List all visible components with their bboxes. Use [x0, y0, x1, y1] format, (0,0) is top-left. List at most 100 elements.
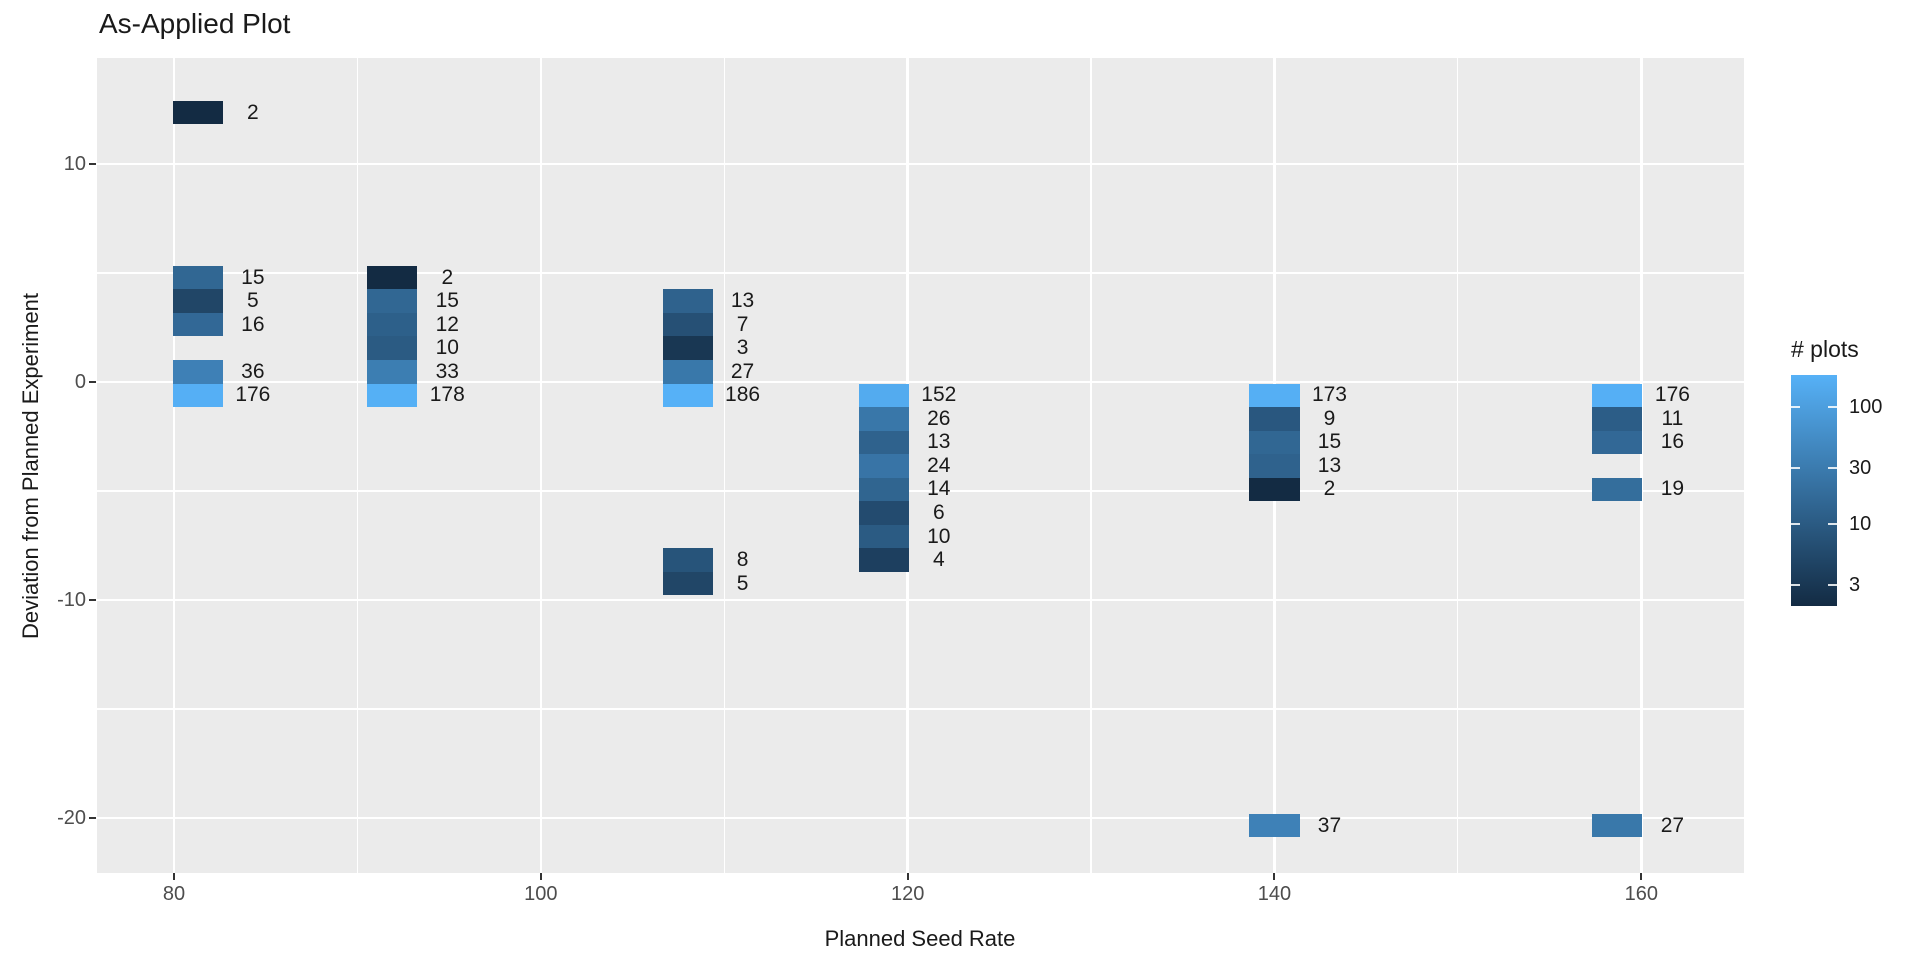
plot-panel: 2 15 5 16 36 176 2 15 12 10 33 178 13 7 3 27 186 8 5 152 26 1…	[97, 58, 1744, 873]
x-tick-label: 100	[524, 883, 558, 905]
x-tick-mark	[173, 873, 176, 880]
legend-gradient-bar	[1791, 375, 1837, 606]
heatmap-tile	[662, 359, 713, 384]
tile-count-label: 37	[1317, 813, 1342, 837]
tile-count-label: 16	[1660, 430, 1685, 454]
x-tick-label: 160	[1624, 883, 1658, 905]
tile-count-label: 9	[1323, 406, 1336, 430]
tile-count-label: 14	[927, 477, 951, 501]
y-tick-label: -20	[57, 807, 86, 830]
heatmap-tile	[367, 383, 418, 408]
legend-tick-label: 10	[1849, 512, 1872, 535]
tile-count-label: 36	[241, 359, 265, 383]
tile-count-label: 173	[1311, 383, 1347, 407]
heatmap-tile	[662, 548, 713, 572]
heatmap-tile	[858, 454, 909, 478]
tile-count-label: 12	[435, 312, 459, 336]
tile-count-label: 6	[932, 501, 945, 525]
tile-count-label: 176	[1654, 383, 1690, 407]
y-axis-title: Deviation from Planned Experiment	[18, 292, 43, 640]
legend-tick-label: 30	[1849, 456, 1872, 479]
heatmap-tile	[662, 571, 713, 596]
heatmap-tile	[662, 312, 713, 337]
tile-count-label: 10	[927, 524, 951, 548]
legend-tick-right	[1828, 466, 1837, 469]
heatmap-tile	[367, 312, 418, 337]
x-major-gridline	[172, 58, 176, 873]
tile-count-label: 16	[241, 312, 265, 336]
heatmap-tile	[367, 265, 418, 290]
legend-tick-left	[1791, 522, 1800, 525]
tile-count-label: 26	[927, 406, 951, 430]
heatmap-tile	[1592, 477, 1643, 502]
heatmap-tile	[1249, 383, 1300, 408]
tile-count-label: 4	[932, 548, 945, 572]
y-major-gridline	[97, 598, 1744, 602]
heatmap-tile	[858, 548, 909, 572]
heatmap-tile	[662, 336, 713, 360]
legend-tick-right	[1828, 584, 1837, 587]
heatmap-tile	[172, 100, 223, 125]
heatmap-tile	[1249, 454, 1300, 478]
heatmap-tile	[172, 312, 223, 337]
x-tick-label: 80	[162, 883, 186, 905]
x-minor-gridline	[1090, 58, 1092, 873]
tile-count-label: 152	[921, 383, 957, 407]
heatmap-tile	[1592, 407, 1643, 431]
heatmap-tile	[1249, 813, 1300, 838]
tile-count-label: 2	[441, 265, 454, 289]
heatmap-tile	[172, 289, 223, 313]
heatmap-tile	[858, 430, 909, 455]
x-tick-label: 120	[890, 883, 925, 905]
heatmap-tile	[1592, 430, 1643, 455]
tile-count-label: 5	[247, 289, 259, 313]
tile-count-label: 5	[736, 571, 749, 595]
heatmap-tile	[367, 289, 418, 313]
x-minor-gridline	[356, 58, 359, 873]
legend-tick-left	[1791, 466, 1800, 469]
tile-count-label: 15	[1317, 430, 1342, 454]
x-tick-label: 140	[1257, 883, 1292, 905]
tile-count-label: 13	[1317, 453, 1342, 477]
x-tick-mark	[906, 873, 909, 880]
tile-count-label: 15	[241, 265, 265, 289]
x-minor-gridline	[1457, 58, 1459, 873]
y-minor-gridline	[97, 272, 1744, 274]
tile-count-label: 8	[736, 548, 749, 572]
legend-tick-right	[1828, 405, 1837, 408]
heatmap-tile	[662, 289, 713, 313]
colorbar-legend: # plots 100 30 10 3	[1791, 336, 1916, 636]
heatmap-tile	[858, 407, 909, 431]
tile-count-label: 3	[736, 336, 749, 360]
y-tick-mark	[89, 380, 96, 383]
legend-tick-label: 3	[1849, 574, 1861, 597]
tile-count-label: 7	[736, 312, 749, 336]
y-tick-mark	[89, 162, 96, 165]
tile-count-label: 10	[435, 336, 459, 360]
x-tick-mark	[1273, 873, 1276, 880]
heatmap-tile	[1592, 383, 1643, 408]
x-tick-mark	[539, 873, 542, 880]
heatmap-tile	[1249, 477, 1300, 502]
tile-count-label: 2	[1323, 477, 1336, 501]
tile-count-label: 176	[235, 383, 271, 407]
heatmap-tile	[1249, 407, 1300, 431]
legend-title: # plots	[1791, 336, 1859, 362]
y-tick-label: 10	[63, 152, 86, 175]
heatmap-tile	[858, 524, 909, 549]
heatmap-tile	[1592, 813, 1643, 838]
tile-count-label: 11	[1661, 406, 1684, 430]
tile-count-label: 2	[247, 100, 259, 124]
y-tick-label: -10	[57, 589, 86, 612]
x-major-gridline	[1640, 58, 1643, 873]
heatmap-tile	[1249, 430, 1300, 455]
x-axis-title: Planned Seed Rate	[824, 926, 1016, 951]
x-minor-gridline	[723, 58, 725, 873]
legend-tick-left	[1791, 584, 1800, 587]
y-tick-mark	[89, 817, 96, 820]
y-major-gridline	[97, 380, 1744, 384]
y-minor-gridline	[97, 708, 1744, 710]
heatmap-tile	[172, 265, 223, 290]
tile-count-label: 178	[429, 383, 465, 407]
